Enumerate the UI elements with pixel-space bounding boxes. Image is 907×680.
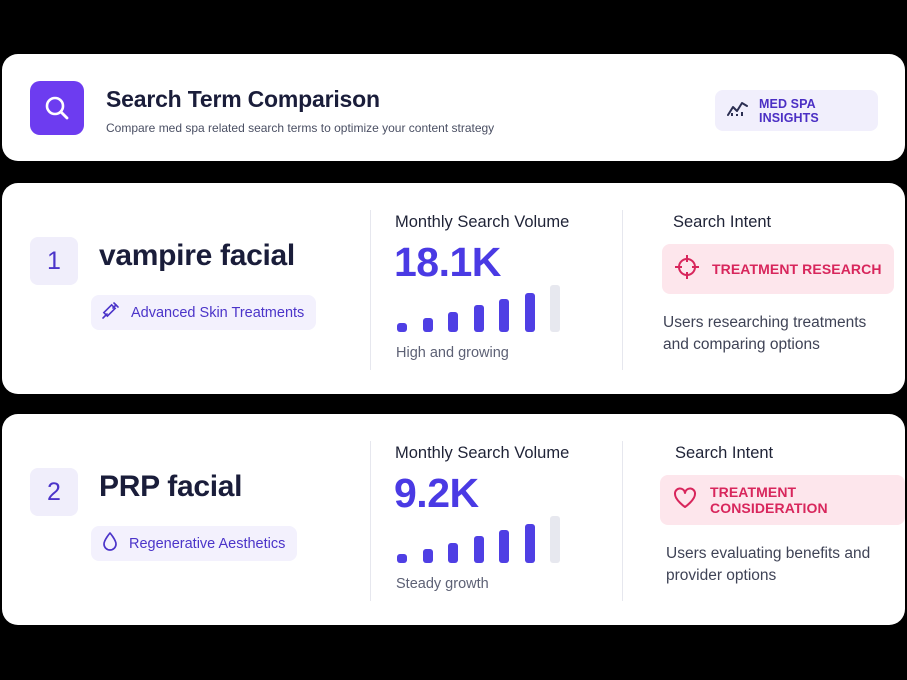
volume-value: 18.1K (394, 239, 501, 285)
volume-value: 9.2K (394, 470, 479, 516)
intent-title: Search Intent (675, 444, 774, 462)
category-chip[interactable]: Regenerative Aesthetics (91, 526, 298, 561)
crosshair-icon (674, 254, 700, 285)
divider (370, 441, 371, 601)
trend-bar (499, 299, 509, 332)
page-subtitle: Compare med spa related search terms to … (106, 121, 495, 135)
rank-badge: 2 (30, 468, 78, 516)
volume-note: Steady growth (396, 576, 489, 592)
trend-bar (550, 516, 560, 563)
trend-bar (448, 312, 458, 332)
search-icon (30, 81, 84, 135)
trend-bar (524, 524, 535, 563)
category-label: Regenerative Aesthetics (129, 535, 286, 552)
trend-bar (422, 549, 433, 563)
divider (370, 210, 371, 370)
intent-chip[interactable]: TREATMENT CONSIDERATION (660, 475, 905, 525)
page-title: Search Term Comparison (106, 86, 380, 112)
intent-chip[interactable]: TREATMENT RESEARCH (662, 244, 894, 294)
trend-bar (397, 554, 407, 563)
volume-title: Monthly Search Volume (395, 444, 570, 462)
trend-bars (397, 284, 567, 332)
term-card: 2 PRP facial Regenerative Aesthetics Mon… (2, 414, 905, 625)
intent-description: Users evaluating benefits and provider o… (666, 545, 871, 584)
term-name: vampire facial (99, 239, 295, 272)
trend-bar (473, 536, 484, 563)
heart-icon (672, 486, 698, 515)
trend-bar (499, 530, 509, 563)
syringe-icon (101, 300, 121, 325)
intent-label: TREATMENT RESEARCH (712, 261, 882, 277)
trend-bar (397, 323, 407, 332)
term-card: 1 vampire facial Advanced Skin Treatment… (2, 183, 905, 394)
volume-title: Monthly Search Volume (395, 213, 570, 231)
trend-bar (473, 305, 484, 332)
insights-badge[interactable]: MED SPA INSIGHTS (715, 90, 878, 131)
insights-badge-label: MED SPA INSIGHTS (759, 96, 819, 125)
volume-note: High and growing (396, 345, 509, 361)
header-card: Search Term Comparison Compare med spa r… (2, 54, 905, 161)
intent-title: Search Intent (673, 213, 772, 231)
rank-badge: 1 (30, 237, 78, 285)
trend-bar (448, 543, 458, 563)
droplet-icon (101, 531, 119, 556)
trend-bar (524, 293, 535, 332)
trend-bar (422, 318, 433, 332)
divider (622, 441, 623, 601)
trend-bars (397, 515, 567, 563)
category-chip[interactable]: Advanced Skin Treatments (91, 295, 317, 330)
trend-chart-icon (727, 99, 749, 122)
term-name: PRP facial (99, 470, 243, 503)
intent-description: Users researching treatments and compari… (663, 314, 867, 353)
trend-bar (550, 285, 560, 332)
divider (622, 210, 623, 370)
category-label: Advanced Skin Treatments (131, 304, 305, 321)
intent-label: TREATMENT CONSIDERATION (710, 484, 828, 516)
